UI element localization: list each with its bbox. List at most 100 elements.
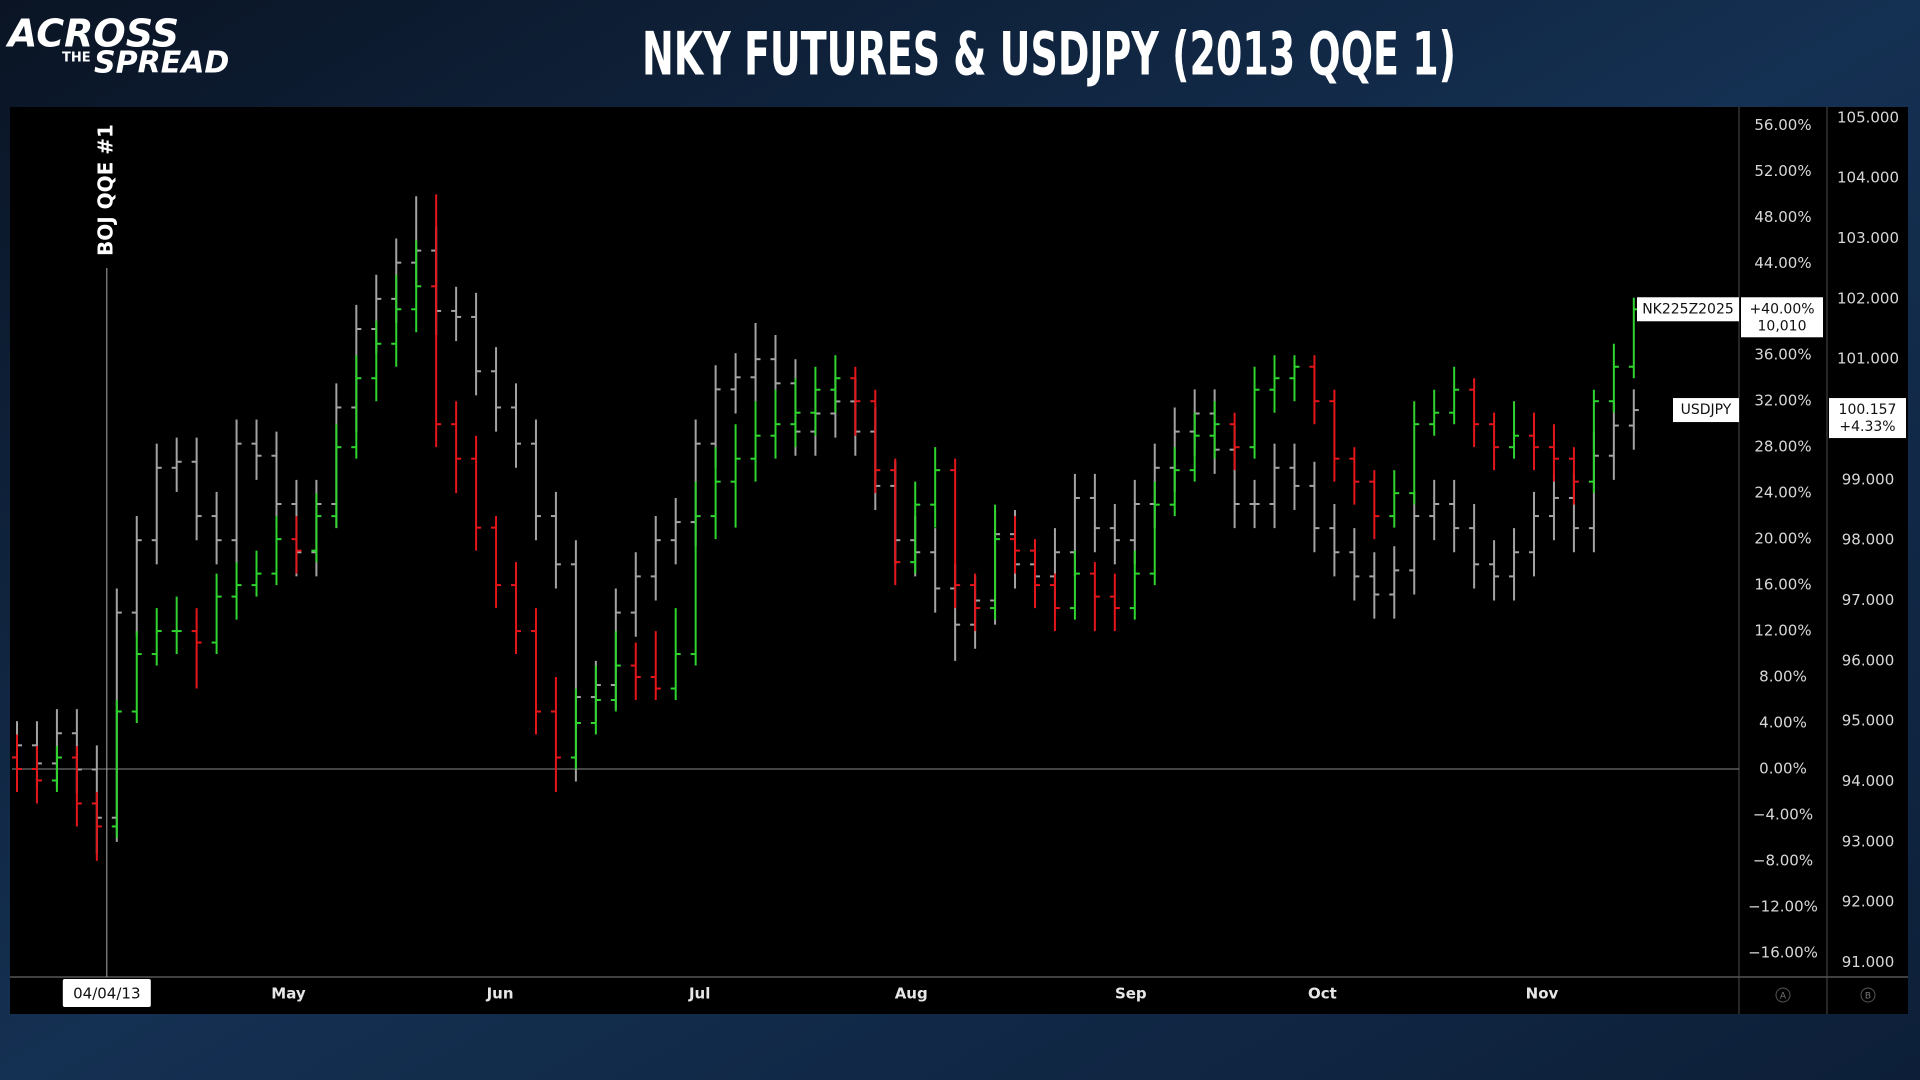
ohlc-bar (1169, 447, 1180, 517)
series-name: NK225Z2025 (1642, 301, 1734, 317)
ohlc-bar (790, 378, 801, 448)
ohlc-bar (650, 631, 661, 701)
ohlc-bar (1369, 552, 1380, 619)
ohlc-bar (1509, 401, 1520, 459)
ohlc-bar (171, 596, 182, 655)
y2-tick-label: 102.000 (1837, 289, 1899, 307)
ohlc-bar (1588, 389, 1599, 494)
ohlc-bar (71, 745, 82, 827)
ohlc-bar (1548, 424, 1559, 482)
y2-tick-label: 98.000 (1842, 531, 1895, 549)
y2-tick-label: 97.000 (1842, 591, 1895, 609)
y-tick-label: −4.00% (1753, 805, 1813, 823)
ohlc-bar (690, 481, 701, 666)
ohlc-bar (431, 194, 442, 448)
axis-badge-label: B (1865, 992, 1871, 1002)
ohlc-bar (1469, 503, 1480, 589)
ohlc-bar (1289, 355, 1300, 402)
ohlc-bar (351, 355, 362, 459)
ohlc-bar (1489, 540, 1500, 601)
x-tick-label: Aug (895, 985, 928, 1003)
ohlc-bar (191, 608, 202, 689)
ohlc-bar (391, 274, 402, 367)
ohlc-bar (1409, 491, 1420, 595)
ohlc-bar (1069, 550, 1080, 620)
y-tick-label: −16.00% (1748, 943, 1818, 961)
y-tick-label: 0.00% (1759, 759, 1807, 777)
plot-background (10, 107, 1908, 1014)
ohlc-bar (1010, 516, 1021, 574)
y-tick-label: 20.00% (1754, 530, 1811, 548)
y-tick-label: 52.00% (1754, 162, 1811, 180)
ohlc-bar (1189, 412, 1200, 482)
ohlc-bar (670, 608, 681, 701)
x-tick-label: Nov (1526, 985, 1559, 1003)
chart-title: NKY FUTURES & USDJPY (2013 QQE 1) (642, 20, 1456, 90)
series-name: USDJPY (1681, 402, 1732, 418)
ohlc-bar (1608, 401, 1619, 480)
y-tick-label: 44.00% (1754, 254, 1811, 272)
ohlc-bar (1429, 389, 1440, 436)
ohlc-bar (950, 458, 961, 609)
ohlc-bar (1129, 550, 1140, 620)
ohlc-bar (1249, 366, 1260, 459)
ohlc-bar (371, 320, 382, 402)
ohlc-bar (151, 608, 162, 666)
ohlc-bar (1568, 447, 1579, 505)
ohlc-bar (930, 528, 941, 613)
ohlc-bar (1449, 479, 1460, 553)
x-tick-label: Jul (688, 985, 710, 1003)
ohlc-bar (251, 419, 262, 480)
ohlc-bar (1089, 562, 1100, 632)
ohlc-bar (1469, 378, 1480, 448)
ohlc-bar (1529, 491, 1540, 577)
y2-tick-label: 99.000 (1842, 470, 1895, 488)
ohlc-bar (1269, 355, 1280, 413)
ohlc-bar (910, 481, 921, 574)
ohlc-bar (131, 631, 142, 724)
last-value-box (1741, 297, 1823, 338)
ohlc-bar (91, 791, 102, 861)
ohlc-bar (530, 608, 541, 735)
ohlc-bar (1548, 473, 1559, 541)
ohlc-bar (1129, 479, 1140, 565)
annotation-text: BOJ QQE #1 (93, 124, 117, 256)
last-value-label: +40.00% (1749, 301, 1814, 317)
x-tick-label: May (271, 985, 306, 1003)
ohlc-bar (1429, 479, 1440, 541)
ohlc-bar (730, 353, 741, 414)
ohlc-bar (1489, 412, 1500, 471)
y-tick-label: 48.00% (1754, 208, 1811, 226)
ohlc-bar (850, 366, 861, 436)
y2-tick-label: 104.000 (1837, 169, 1899, 187)
ohlc-bar (451, 286, 462, 342)
axis-badge (1775, 987, 1791, 1003)
y2-tick-label: 92.000 (1842, 893, 1895, 911)
y2-tick-label: 105.000 (1837, 108, 1899, 126)
ohlc-bar (171, 437, 182, 492)
y2-tick-label: 101.000 (1837, 350, 1899, 368)
ohlc-bar (750, 322, 761, 402)
logo[interactable]: ACROSS THE SPREAD (5, 12, 229, 81)
ohlc-bar (511, 562, 522, 655)
last-value-label: 100.157 (1839, 402, 1897, 418)
ohlc-bar (1349, 447, 1360, 505)
ohlc-bar (111, 700, 122, 838)
ohlc-bar (471, 435, 482, 551)
ohlc-bar (331, 424, 342, 528)
ohlc-bar (650, 516, 661, 601)
last-value-box (1829, 398, 1906, 439)
ohlc-bar (890, 458, 901, 586)
plot-layer: −16.00% −12.00% −8.00% −4.00% 0.00% 4.00% 8.00… (11, 108, 1906, 1007)
ohlc-bar (1089, 473, 1100, 553)
ohlc-bar (610, 631, 621, 712)
ohlc-bar (491, 347, 502, 432)
ohlc-bar (451, 401, 462, 494)
ohlc-bar (151, 443, 162, 565)
y2-tick-label: 96.000 (1842, 651, 1895, 669)
ohlc-bar (1329, 503, 1340, 577)
last-value-label: 10,010 (1758, 318, 1807, 334)
y-tick-label: 32.00% (1754, 392, 1811, 410)
ohlc-bar (590, 665, 601, 735)
ohlc-bar (1249, 479, 1260, 529)
